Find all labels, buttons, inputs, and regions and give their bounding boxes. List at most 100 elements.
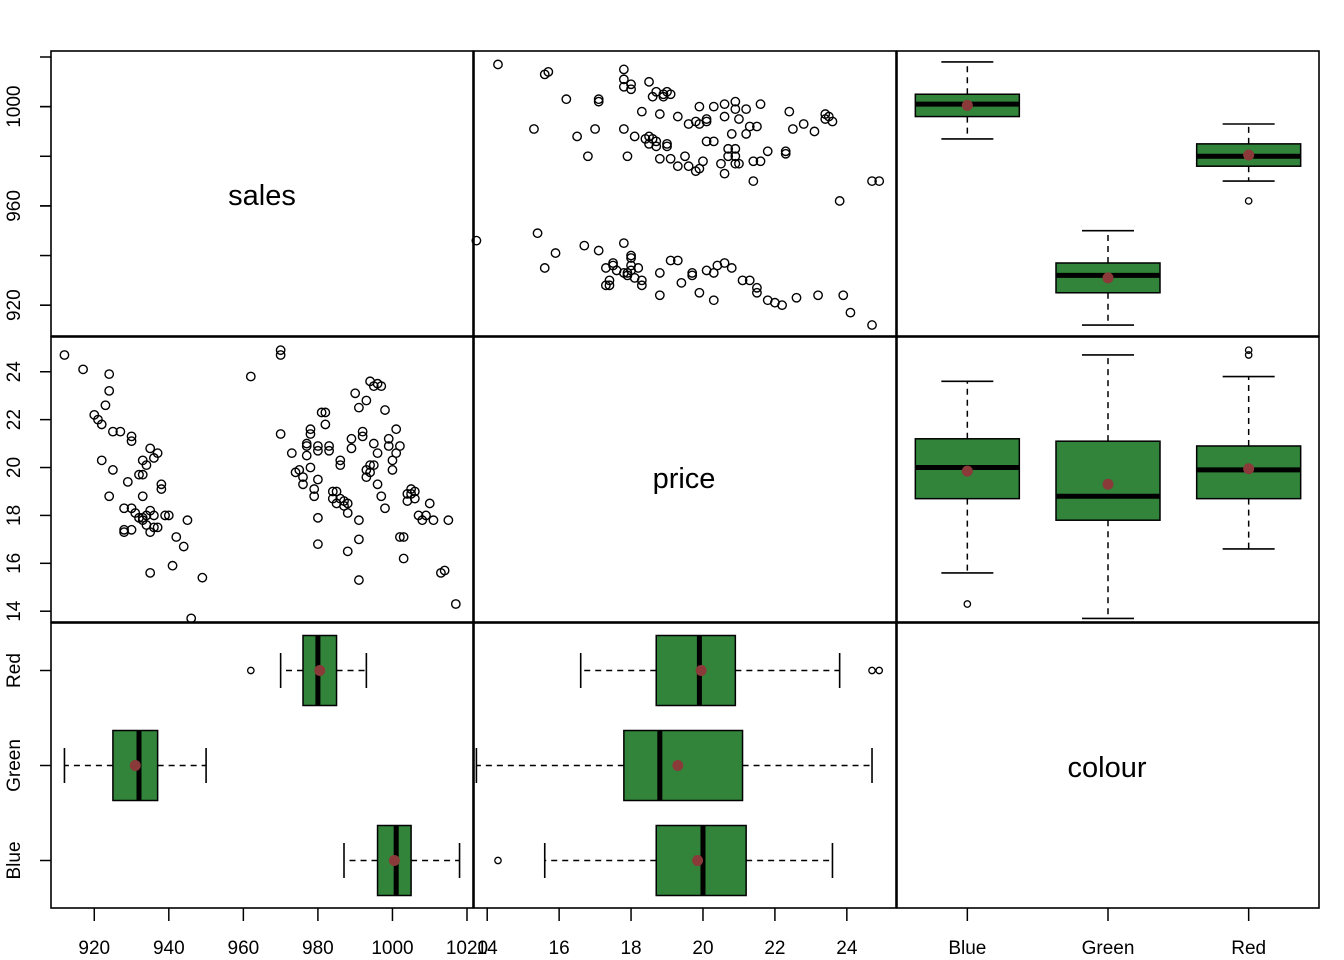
hbox-price-green-mean <box>672 760 684 771</box>
box-sales-green <box>1055 229 1161 326</box>
diag-label-colour: colour <box>1068 752 1147 784</box>
scatter-point-price-sales-36 <box>600 263 611 273</box>
scatter-point-price-sales-40 <box>604 275 615 286</box>
scatter-point-price-sales-111 <box>561 94 572 105</box>
scatter-point-price-sales-20 <box>719 258 730 268</box>
scatter-point-sales-price-97 <box>368 460 379 471</box>
scatter-point-price-sales-34 <box>618 268 629 278</box>
tick_sales_left-label-2: 1000 <box>4 85 25 127</box>
scatter-point-price-sales-89 <box>809 126 820 137</box>
scatter-point-sales-price-10 <box>104 385 115 396</box>
diag-label-price: price <box>653 463 716 495</box>
scatter-point-sales-price-6 <box>108 426 118 437</box>
scatter-point-price-sales-102 <box>741 104 752 115</box>
scatter-point-price-sales-122 <box>618 74 629 85</box>
scatter-point-sales-price-130 <box>376 381 387 392</box>
scatter-point-sales-price-51 <box>245 371 256 382</box>
scatter-point-sales-price-66 <box>309 484 320 494</box>
tick_colour_bottom-label-0: Blue <box>948 938 986 959</box>
scatter-point-sales-price-52 <box>275 345 286 356</box>
tick_colour_bottom-label-2: Red <box>1231 938 1266 959</box>
scatter-point-sales-price-75 <box>324 445 334 456</box>
scatter-point-sales-price-107 <box>391 424 402 435</box>
scatter-point-price-sales-66 <box>665 153 676 164</box>
scatter-point-sales-price-99 <box>372 479 383 490</box>
scatter-point-price-sales-134 <box>590 124 600 134</box>
scatter-point-sales-price-43 <box>163 510 174 521</box>
tick_price_left-label-4: 22 <box>4 409 25 430</box>
scatter-point-sales-price-102 <box>383 433 394 444</box>
scatter-point-price-sales-61 <box>730 158 741 169</box>
scatter-point-sales-price-121 <box>424 498 435 509</box>
scatter-point-sales-price-4 <box>96 419 107 430</box>
scatter-point-price-sales-63 <box>698 156 708 167</box>
scatter-point-price-sales-55 <box>719 168 730 179</box>
scatter-point-sales-price-103 <box>383 441 394 451</box>
box-price-green-mean <box>1102 478 1114 490</box>
scatter-point-sales-price-53 <box>275 350 286 360</box>
scatter-point-price-sales-65 <box>755 156 766 167</box>
scatter-point-price-sales-43 <box>626 250 636 261</box>
scatter-point-sales-price-98 <box>372 448 383 459</box>
scatter-point-sales-price-21 <box>137 469 148 480</box>
scatter-point-price-sales-5 <box>791 292 802 303</box>
scatter-point-price-sales-11 <box>838 290 849 301</box>
box-price-blue-outlier-0 <box>963 600 972 608</box>
chart-marks <box>59 59 1302 897</box>
scatter-point-sales-price-91 <box>357 426 368 437</box>
scatter-point-sales-price-1 <box>78 364 88 375</box>
scatter-point-sales-price-64 <box>305 429 316 439</box>
scatter-point-sales-price-44 <box>171 532 182 542</box>
hbox-price-red-mean <box>695 665 707 676</box>
tick_price_bottom-label-4: 22 <box>764 938 785 959</box>
scatter-point-sales-price-126 <box>450 599 461 609</box>
scatter-point-price-sales-23 <box>665 255 676 266</box>
scatter-point-sales-price-108 <box>395 441 405 451</box>
tick_colour_left-label-1: Green <box>4 739 25 792</box>
scatter-point-price-sales-116 <box>651 86 662 97</box>
scatter-point-sales-price-89 <box>350 388 361 399</box>
diagonal-labels: sales price colour <box>228 180 1147 784</box>
scatter-point-price-sales-106 <box>719 99 730 110</box>
scatter-point-price-sales-73 <box>762 146 773 157</box>
tick_price_bottom-label-2: 18 <box>620 938 641 959</box>
scatter-point-price-sales-18 <box>701 265 712 276</box>
scatter-point-sales-price-73 <box>320 419 331 430</box>
scatter-point-price-sales-125 <box>618 64 629 75</box>
scatter-point-sales-price-49 <box>186 613 197 624</box>
scatter-point-price-sales-69 <box>730 151 741 162</box>
diag-label-sales: sales <box>228 180 296 212</box>
scatter-point-price-sales-46 <box>618 238 629 249</box>
tick_colour_bottom-label-1: Green <box>1082 938 1135 959</box>
scatter-point-sales-price-134 <box>354 534 364 545</box>
box-price-blue <box>914 380 1021 608</box>
box-sales-blue <box>914 61 1021 140</box>
scatter-point-price-sales-117 <box>662 86 672 97</box>
hbox-sales-red <box>246 634 368 707</box>
tick_price_left-label-3: 20 <box>4 457 25 478</box>
scatter-point-price-sales-24 <box>654 290 665 301</box>
hbox-price-red-outlier-0 <box>868 666 876 675</box>
scatter-point-price-sales-126 <box>493 59 503 70</box>
scatter-point-price-sales-101 <box>636 106 647 117</box>
box-sales-red-mean <box>1243 149 1255 161</box>
scatter-point-price-sales-81 <box>701 136 712 147</box>
scatter-point-price-sales-67 <box>654 153 665 164</box>
scatter-point-sales-price-46 <box>182 515 193 526</box>
scatter-point-price-sales-133 <box>618 124 629 134</box>
scatter-point-sales-price-68 <box>313 445 323 456</box>
tick_price_bottom-label-5: 24 <box>836 938 858 959</box>
scatter-point-price-sales-14 <box>676 277 687 288</box>
box-price-red-outlier-0 <box>1244 351 1253 359</box>
scatter-point-price-sales-72 <box>780 146 791 157</box>
scatter-point-price-sales-64 <box>748 156 759 167</box>
scatter-point-price-sales-52 <box>874 176 885 186</box>
scatter-point-price-sales-110 <box>593 94 604 105</box>
scatter-point-price-sales-53 <box>867 176 877 186</box>
scatter-point-sales-price-13 <box>108 465 118 475</box>
scatter-point-price-sales-10 <box>813 290 823 301</box>
scatter-point-sales-price-25 <box>119 503 129 514</box>
scatter-point-sales-price-59 <box>298 479 308 490</box>
scatter-point-price-sales-90 <box>787 124 798 134</box>
scatter-point-sales-price-5 <box>100 400 111 411</box>
